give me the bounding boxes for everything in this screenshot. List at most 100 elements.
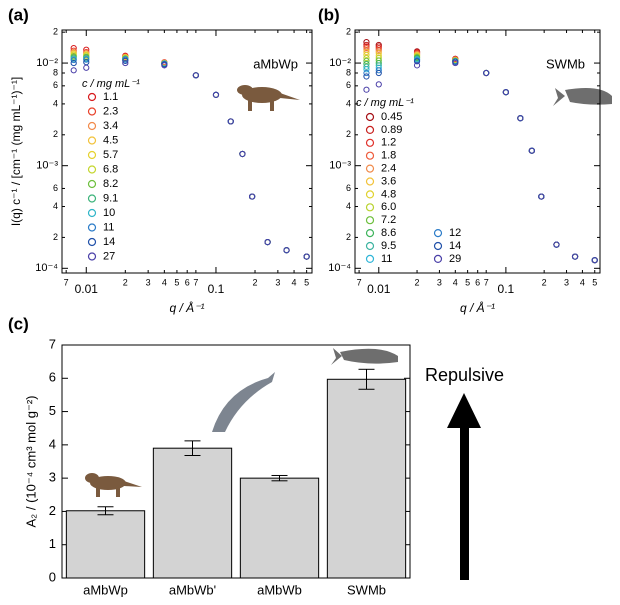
plot-frame: [61, 344, 411, 579]
legend-label: 5.7: [103, 149, 118, 161]
legend-label: 3.6: [381, 175, 396, 187]
y-tick-label: 10⁻⁴: [35, 262, 58, 274]
ambulocetus-icon-c: [85, 473, 142, 497]
y-tick-label: 6: [346, 80, 351, 90]
legend-label: 8.2: [103, 178, 118, 190]
x-tick-label: 5: [304, 277, 309, 287]
legend-label: 2.3: [103, 105, 118, 117]
y-tick-label: 4: [49, 436, 56, 451]
x-tick-label: aMbWb: [257, 582, 302, 597]
legend-marker: [365, 125, 375, 134]
y-tick-label: 10⁻³: [329, 160, 351, 172]
y-axis-label: I(q) c⁻¹ / [cm⁻¹ (mg mL⁻¹)⁻¹]: [9, 77, 23, 226]
y-tick-label: 4: [53, 98, 58, 108]
data-point: [363, 69, 370, 77]
data-point: [375, 69, 382, 77]
legend-marker: [365, 229, 375, 238]
y-tick-label: 10⁻²: [36, 57, 58, 69]
data-point: [161, 62, 168, 69]
sperm-whale-icon-c: [331, 348, 398, 365]
x-tick-label: 0.1: [208, 282, 225, 296]
plot-frame: [354, 29, 601, 274]
y-tick-label: 5: [49, 403, 56, 418]
x-tick-label: 7: [193, 277, 198, 287]
legend-marker: [365, 241, 375, 251]
legend-label: 3.4: [103, 120, 118, 132]
legend-label: 14: [103, 236, 115, 248]
legend-marker: [365, 190, 375, 199]
legend-label: 12: [449, 227, 461, 239]
y-tick-label: 2: [346, 27, 351, 37]
legend-marker: [365, 216, 375, 225]
x-tick-label: 0.01: [75, 282, 99, 296]
legend-marker: [87, 92, 97, 102]
data-point: [239, 150, 246, 158]
legend-marker: [87, 194, 97, 203]
data-point: [363, 66, 370, 73]
legend-marker: [365, 254, 375, 263]
legend-label: 9.1: [103, 192, 118, 204]
x-tick-label: 4: [292, 277, 297, 287]
legend-marker: [433, 229, 443, 238]
x-tick-label: 2: [542, 277, 547, 287]
x-tick-label: aMbWb': [169, 582, 216, 597]
x-axis-label: q / Å⁻¹: [169, 300, 204, 315]
x-tick-label: 4: [162, 277, 167, 287]
data-point: [227, 118, 234, 125]
legend-marker: [87, 121, 97, 131]
data-point: [363, 73, 370, 80]
legend-label: 0.45: [381, 111, 402, 123]
x-tick-label: 6: [475, 277, 480, 287]
legend-marker: [365, 112, 375, 122]
panel-label: (a): [8, 5, 29, 24]
data-point: [591, 257, 598, 264]
data-point: [122, 59, 129, 67]
legend-label: 2.4: [381, 163, 396, 175]
data-point: [502, 89, 509, 96]
y-tick-label: 4: [346, 201, 351, 211]
legend-label: 11: [103, 221, 114, 233]
panel-label: (c): [8, 314, 29, 333]
legend-label: 4.5: [103, 134, 118, 146]
legend-label: 1.8: [381, 150, 396, 162]
y-tick-label: 8: [346, 67, 351, 77]
y-tick-label: 6: [53, 183, 58, 193]
legend-label: 9.5: [381, 240, 396, 252]
data-point: [363, 63, 370, 70]
y-tick-label: 3: [49, 470, 56, 485]
x-tick-label: 2: [415, 277, 420, 287]
x-tick-label: 3: [146, 277, 151, 287]
data-point: [122, 57, 129, 64]
repulsive-arrow: [447, 393, 481, 580]
x-tick-label: 0.1: [498, 282, 515, 296]
data-point: [363, 48, 370, 56]
legend-label: 11: [381, 253, 392, 265]
x-axis-label: q / Å⁻¹: [460, 300, 495, 315]
x-tick-label: 2: [123, 277, 128, 287]
y-tick-label: 1: [49, 536, 56, 551]
legend-marker: [87, 150, 97, 160]
x-tick-label: 3: [275, 277, 280, 287]
y-axis-label: A₂ / (10⁻⁴ cm³ mol g⁻²): [23, 396, 38, 528]
data-point: [283, 247, 290, 254]
y-tick-label: 4: [346, 98, 351, 108]
x-tick-label: 5: [592, 277, 597, 287]
data-point: [375, 48, 382, 55]
data-point: [192, 72, 199, 79]
y-tick-label: 2: [346, 129, 351, 139]
x-tick-label: 5: [465, 277, 470, 287]
y-tick-label: 10⁻³: [36, 160, 58, 172]
legend-marker: [87, 179, 97, 189]
legend-label: 27: [103, 250, 115, 262]
data-point: [264, 239, 271, 246]
x-tick-label: 0.01: [367, 282, 391, 296]
data-point: [571, 253, 579, 260]
data-point: [249, 193, 256, 200]
legend-label: 1.2: [381, 137, 396, 149]
y-tick-label: 4: [53, 201, 58, 211]
data-point: [212, 91, 220, 98]
legend-label: 14: [449, 240, 461, 252]
data-point: [363, 51, 370, 59]
data-point: [363, 39, 370, 46]
